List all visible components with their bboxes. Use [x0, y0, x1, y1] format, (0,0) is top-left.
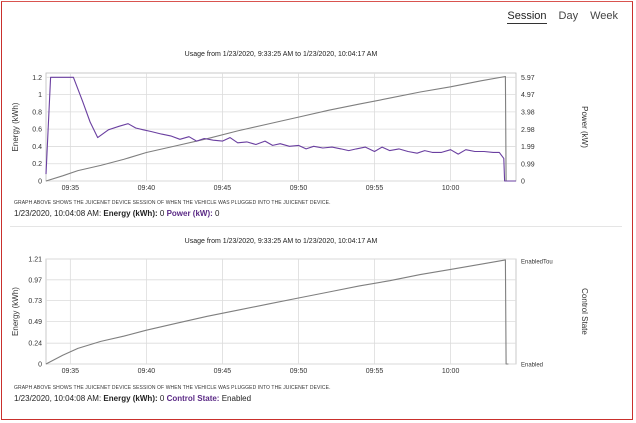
chart1-y-tick-label: 1.2	[32, 75, 42, 82]
chart-divider	[10, 226, 622, 227]
chart2-readout-state-value: Enabled	[221, 394, 252, 403]
tab-week[interactable]: Week	[590, 10, 618, 22]
chart2-y-right-tick-label: EnabledTou	[521, 260, 553, 266]
chart1-y-tick-label: 0	[38, 179, 42, 186]
chart1-y-right-tick-label: 4.97	[521, 92, 535, 99]
chart2-x-tick-label: 09:45	[214, 368, 232, 375]
chart2-y-tick-label: 0.73	[28, 298, 42, 305]
chart1-y-right-tick-label: 1.99	[521, 144, 535, 151]
chart1-y-tick-label: 1	[38, 92, 42, 99]
chart1-x-tick-label: 09:45	[214, 185, 232, 192]
chart1-y-right-tick-label: 0	[521, 179, 525, 186]
chart2-y-tick-label: 0.97	[28, 277, 42, 284]
chart2-caption: GRAPH ABOVE SHOWS THE JUICENET DEVICE SE…	[14, 385, 331, 391]
chart2-x-tick-label: 10:00	[442, 368, 460, 375]
chart1-series-line-0	[45, 75, 509, 182]
chart2-x-tick-label: 09:40	[138, 368, 156, 375]
chart1-x-tick-label: 09:40	[138, 185, 156, 192]
chart2-readout-energy-label: Energy (kWh):	[103, 394, 158, 403]
tab-day[interactable]: Day	[558, 10, 579, 22]
energy-power-chart-svg: Usage from 1/23/2020, 9:33:25 AM to 1/23…	[11, 51, 589, 192]
chart1-readout: 1/23/2020, 10:04:08 AM: Energy (kWh): 0 …	[14, 209, 220, 218]
chart1-y-axis-label: Energy (kWh)	[11, 102, 20, 151]
chart1-y-right-tick-label: 3.98	[521, 109, 535, 116]
chart2-x-tick-label: 09:50	[290, 368, 308, 375]
chart1-readout-power-value: 0	[215, 209, 220, 218]
chart1-y-tick-label: 0.4	[32, 144, 42, 151]
chart1-caption: GRAPH ABOVE SHOWS THE JUICENET DEVICE SE…	[14, 200, 331, 206]
chart2-y-tick-label: 1.21	[28, 257, 42, 264]
chart1-y-tick-label: 0.6	[32, 127, 42, 134]
chart2-plot-border	[45, 258, 517, 365]
chart1-y-right-tick-label: 2.98	[521, 127, 535, 134]
chart2-readout-state-label: Control State:	[166, 394, 220, 403]
chart1-x-tick-label: 09:55	[366, 185, 384, 192]
chart1-x-tick-label: 09:35	[62, 185, 80, 192]
chart2-y-tick-label: 0.24	[28, 341, 42, 348]
energy-control-chart: Usage from 1/23/2020, 9:33:25 AM to 1/23…	[0, 232, 636, 382]
chart2-y-right-tick-label: Enabled	[521, 363, 543, 369]
chart1-readout-time: 1/23/2020, 10:04:08 AM:	[14, 209, 102, 218]
chart1-y-tick-label: 0.2	[32, 161, 42, 168]
chart2-readout-time: 1/23/2020, 10:04:08 AM:	[14, 394, 102, 403]
energy-power-chart: Usage from 1/23/2020, 9:33:25 AM to 1/23…	[0, 40, 636, 200]
chart1-x-tick-label: 10:00	[442, 185, 460, 192]
chart2-series-line-0	[45, 259, 509, 365]
chart1-x-tick-label: 09:50	[290, 185, 308, 192]
chart2-y-tick-label: 0.49	[28, 319, 42, 326]
chart1-readout-power-label: Power (kW):	[166, 209, 213, 218]
chart1-y-right-tick-label: 0.99	[521, 161, 535, 168]
tab-session[interactable]: Session	[507, 10, 547, 24]
chart2-readout: 1/23/2020, 10:04:08 AM: Energy (kWh): 0 …	[14, 394, 251, 403]
chart1-title: Usage from 1/23/2020, 9:33:25 AM to 1/23…	[185, 51, 378, 58]
chart1-readout-energy-label: Energy (kWh):	[103, 209, 158, 218]
chart1-y-right-axis-label: Power (kW)	[580, 106, 589, 148]
chart1-y-right-tick-label: 5.97	[521, 75, 535, 82]
chart2-x-tick-label: 09:35	[62, 368, 80, 375]
chart2-x-tick-label: 09:55	[366, 368, 384, 375]
chart1-series-line-1	[45, 76, 516, 182]
period-tabs: Session Day Week	[507, 10, 618, 24]
chart1-readout-energy-value: 0	[159, 209, 165, 218]
chart2-readout-energy-value: 0	[159, 394, 165, 403]
energy-control-chart-svg: Usage from 1/23/2020, 9:33:25 AM to 1/23…	[11, 238, 589, 375]
chart2-y-right-axis-label: Control State	[580, 288, 589, 335]
chart2-y-tick-label: 0	[38, 362, 42, 369]
chart2-y-axis-label: Energy (kWh)	[11, 287, 20, 336]
chart2-title: Usage from 1/23/2020, 9:33:25 AM to 1/23…	[185, 238, 378, 245]
chart1-y-tick-label: 0.8	[32, 109, 42, 116]
